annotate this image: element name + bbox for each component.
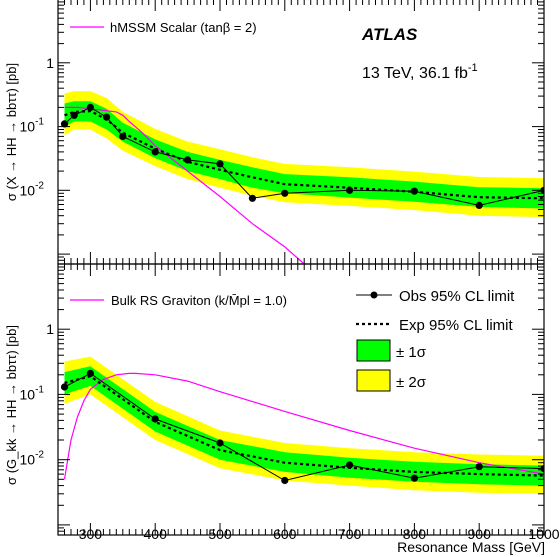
legend: Obs 95% CL limit Exp 95% CL limit ± 1σ ±… [356, 288, 515, 392]
legend-obs: Obs 95% CL limit [356, 288, 515, 305]
atlas-label: ATLAS [361, 25, 418, 44]
legend-2sigma: ± 2σ [356, 369, 427, 392]
bottom-model-label: Bulk RS Graviton (k/M̄pl = 1.0) [111, 293, 287, 308]
legend-obs-label: Obs 95% CL limit [399, 288, 515, 305]
bottom-frame [57, 263, 545, 536]
bot-observed-point [475, 463, 483, 471]
energy-lumi-label: 13 TeV, 36.1 fb-1 [362, 62, 478, 82]
top-model-label: hMSSM Scalar (tanβ = 2) [110, 20, 257, 35]
bot-observed-point [151, 415, 159, 423]
bot-observed-point [216, 439, 224, 447]
x-tick-label: 800 [403, 526, 427, 542]
x-tick-label: 1000 [528, 526, 559, 542]
x-tick-label: 600 [273, 526, 297, 542]
bot-observed-point [540, 465, 544, 473]
top-y-tick-label: 10-2 [20, 180, 45, 198]
top-observed-point [151, 148, 159, 156]
legend-1sigma: ± 1σ [356, 339, 427, 362]
top-observed-point [119, 132, 127, 140]
top-observed-point [103, 113, 111, 121]
bottom-observed-points [60, 369, 544, 485]
bottom-legend-model: Bulk RS Graviton (k/M̄pl = 1.0) [70, 293, 287, 308]
bottom-2sigma-band [64, 356, 544, 494]
legend-exp-label: Exp 95% CL limit [399, 317, 513, 334]
top-observed-points [60, 103, 544, 209]
top-observed-point [184, 156, 192, 164]
bottom-1sigma-band [64, 366, 544, 486]
top-y-tick-label: 10-1 [20, 117, 45, 135]
bot-y-tick-label: 10-1 [20, 384, 45, 402]
top-observed-point [60, 120, 69, 128]
top-observed-point [346, 186, 354, 194]
legend-2sigma-label: ± 2σ [396, 374, 427, 391]
top-1sigma-band [64, 101, 544, 209]
top-observed-point [410, 187, 418, 195]
top-observed-point [475, 201, 483, 209]
bottom-panel: 10-2 10-1 1 300 400 500 600 700 800 900 1000 Bulk… [4, 0, 560, 555]
top-legend-model: hMSSM Scalar (tanβ = 2) [70, 20, 257, 35]
x-tick-label: 300 [79, 526, 103, 542]
x-tick-label: 400 [144, 526, 168, 542]
top-observed-point [248, 194, 256, 202]
x-tick-label: 700 [338, 526, 362, 542]
bot-observed-point [346, 461, 354, 469]
bot-observed-point [60, 383, 69, 391]
top-panel: 10-210-11 hMSSM Scalar (tanβ = 2) ATLAS … [4, 0, 545, 265]
top-observed-point [216, 160, 224, 168]
bot-observed-point [281, 476, 289, 485]
x-axis: 300 400 500 600 700 800 900 1000 [57, 0, 560, 542]
bottom-expected-line [64, 375, 544, 477]
bot-y-tick-label: 1 [46, 321, 54, 337]
x-axis-label: Resonance Mass [GeV] [397, 539, 545, 555]
top-y-axis: 10-2 10-1 1 [20, 1, 544, 265]
top-y-label: σ (X → HH → bbττ) [pb] [4, 63, 19, 201]
top-observed-point [281, 189, 289, 197]
bot-observed-point [86, 369, 94, 377]
top-observed-point [70, 111, 78, 119]
bottom-y-axis: 10-2 10-1 1 [20, 263, 544, 536]
bottom-y-label: σ (G_kk → HH → bbττ) [pb] [4, 325, 19, 485]
bot-observed-point [410, 474, 418, 482]
bot-y-tick-label: 10-2 [20, 450, 45, 468]
x-tick-label: 500 [208, 526, 232, 542]
legend-1sigma-label: ± 1σ [396, 344, 427, 361]
bottom-model-curve [63, 372, 544, 480]
x-tick-label: 900 [468, 526, 492, 542]
legend-exp: Exp 95% CL limit [356, 317, 513, 334]
top-observed-point [86, 103, 94, 111]
top-y-tick-label: 1 [46, 55, 54, 71]
